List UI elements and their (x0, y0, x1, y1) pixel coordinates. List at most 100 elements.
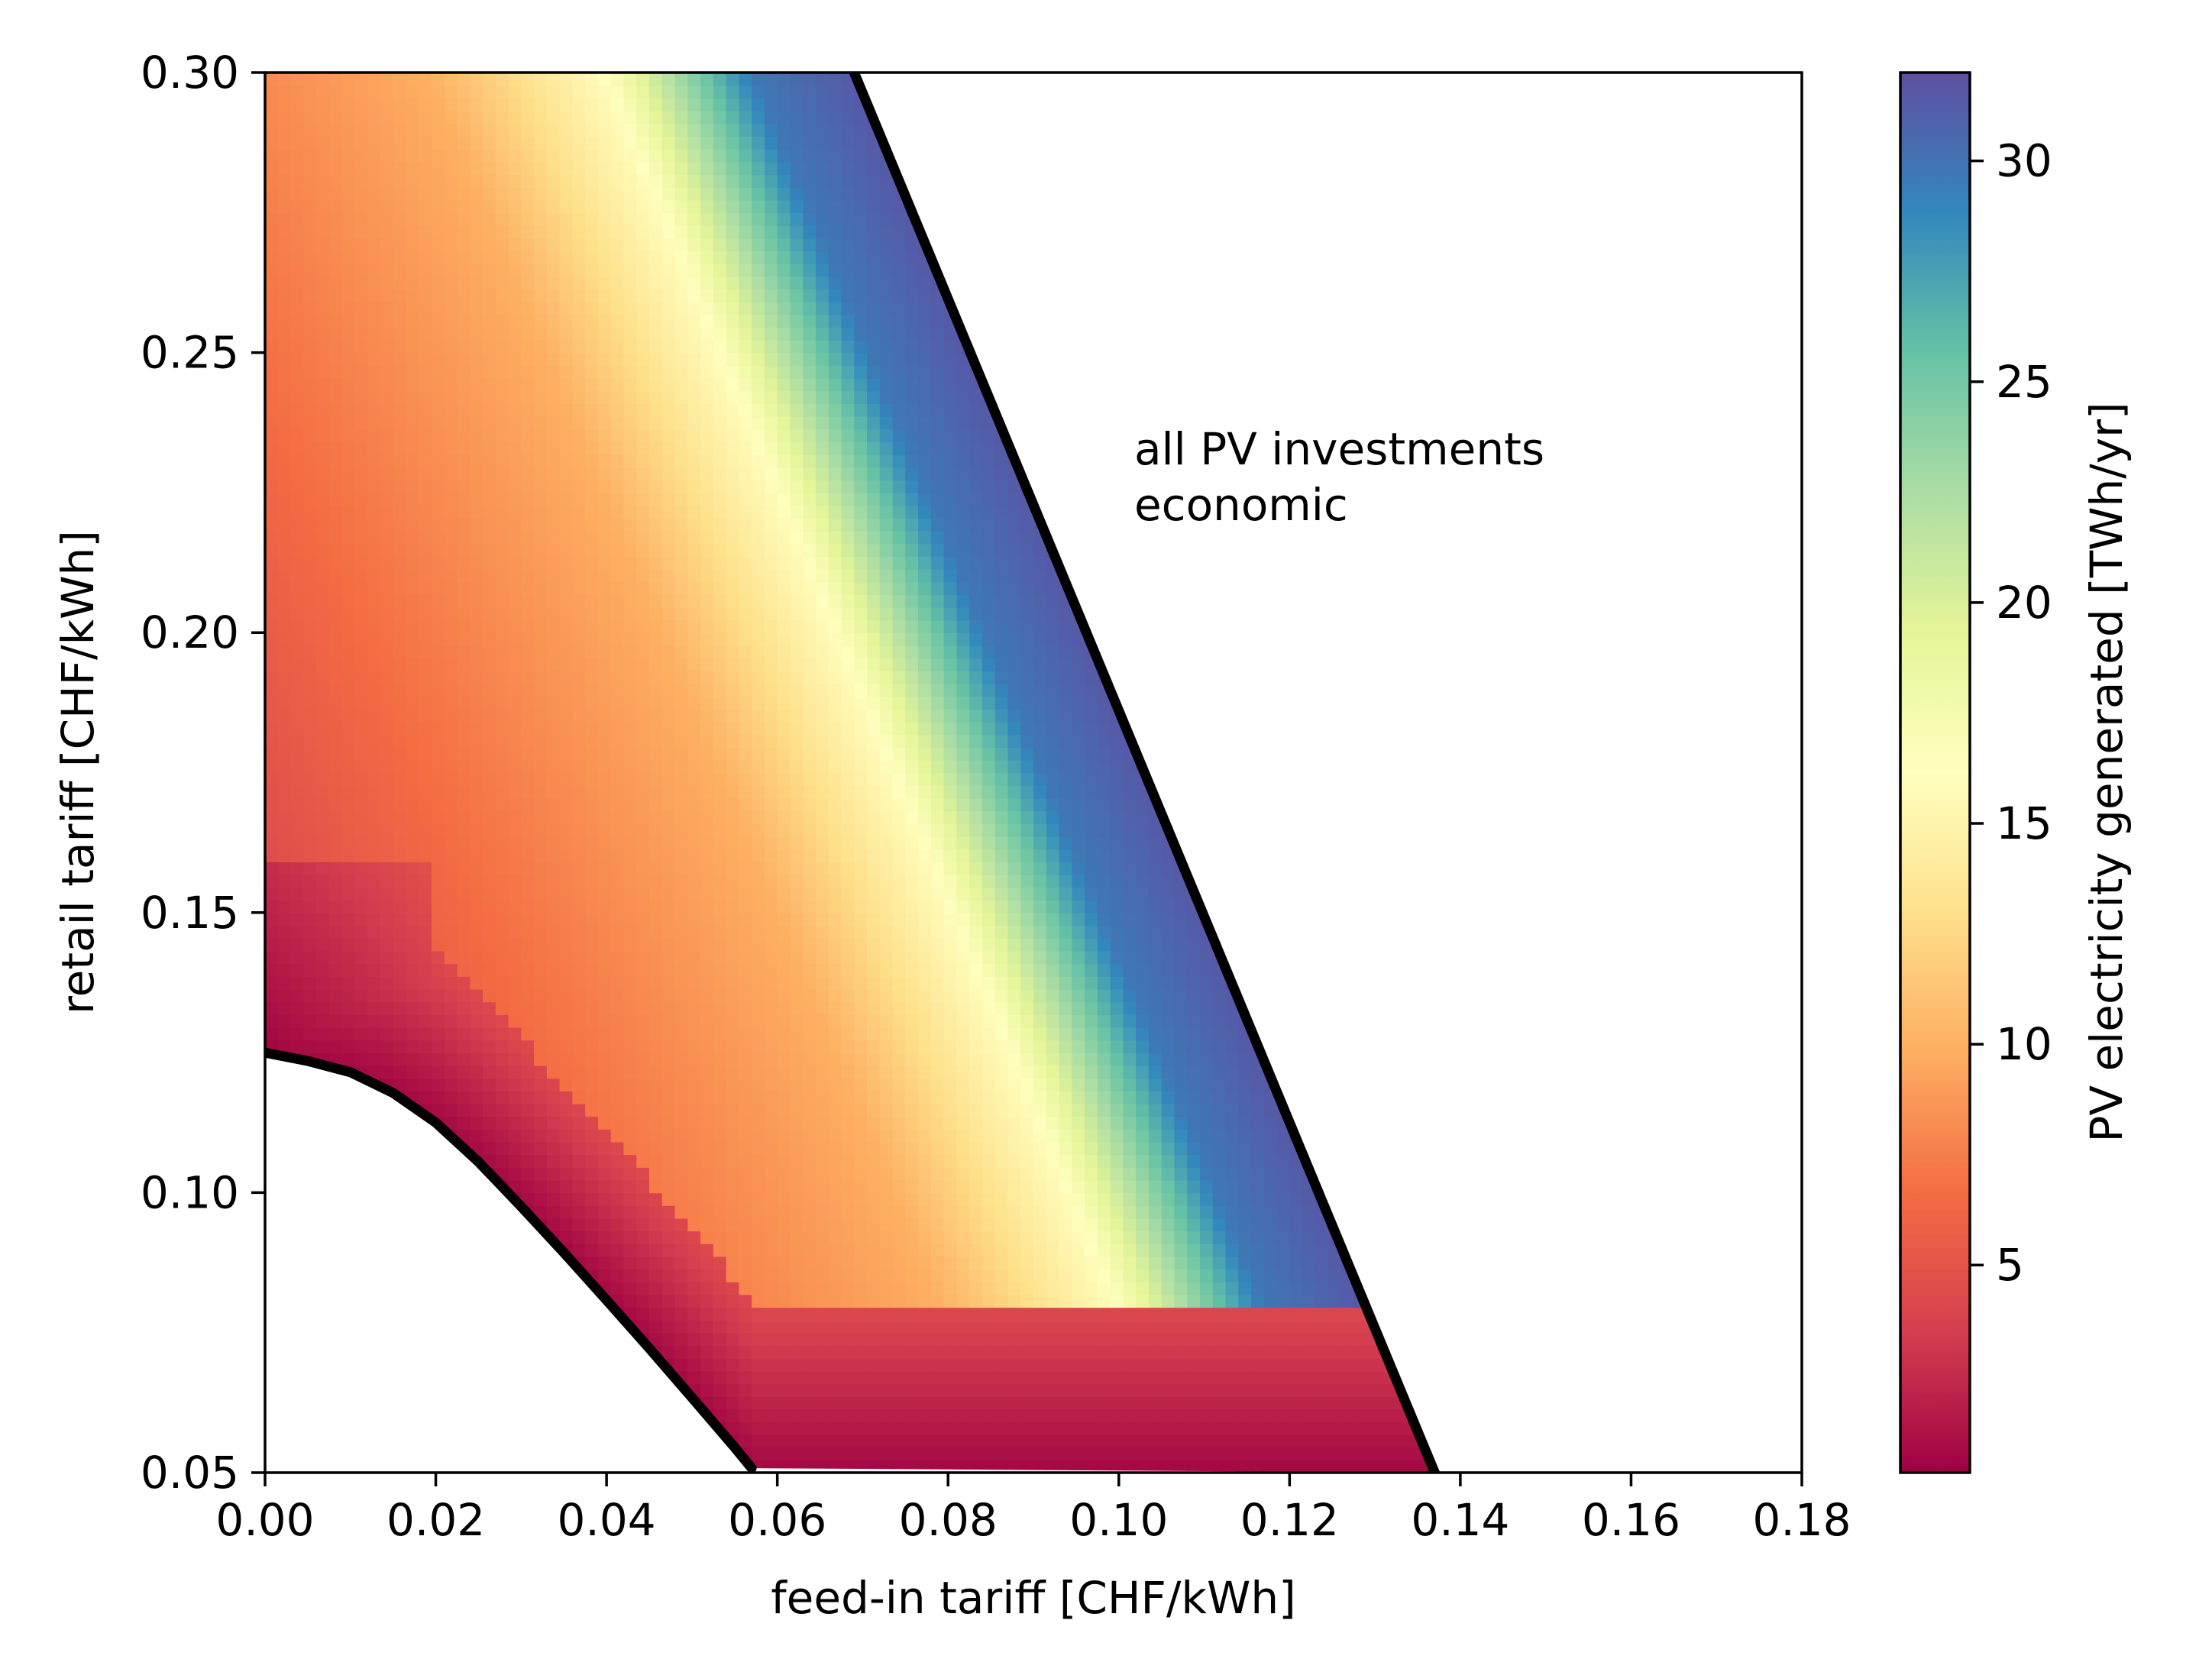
heatmap-cell (994, 950, 1009, 965)
heatmap-cell (1238, 1192, 1252, 1206)
heatmap-cell (290, 1001, 305, 1015)
heatmap-cell (687, 759, 701, 774)
heatmap-cell (444, 1396, 458, 1410)
heatmap-cell (687, 709, 701, 723)
heatmap-cell (713, 1179, 727, 1194)
heatmap-cell (892, 797, 907, 812)
heatmap-cell (1161, 1091, 1176, 1104)
heatmap-cell (867, 823, 881, 837)
heatmap-cell (572, 1192, 586, 1206)
heatmap-cell (367, 900, 381, 914)
heatmap-cell (867, 1116, 881, 1130)
heatmap-cell (726, 1141, 740, 1156)
heatmap-cell (495, 797, 509, 812)
heatmap-cell (854, 696, 868, 710)
heatmap-cell (1033, 1192, 1047, 1206)
heatmap-cell (508, 1167, 522, 1181)
heatmap-cell (1148, 1243, 1163, 1257)
heatmap-cell (521, 862, 535, 875)
heatmap-cell (930, 1383, 945, 1397)
heatmap-cell (419, 963, 432, 977)
heatmap-cell (419, 900, 432, 914)
heatmap-cell (1199, 1320, 1214, 1334)
heatmap-cell (764, 1408, 778, 1423)
heatmap-cell (943, 1332, 958, 1347)
heatmap-cell (610, 1129, 625, 1143)
heatmap-cell (610, 976, 625, 990)
heatmap-cell (905, 862, 919, 875)
heatmap-cell (354, 1307, 368, 1321)
heatmap-cell (1007, 938, 1022, 952)
heatmap-cell (483, 925, 496, 939)
heatmap-cell (623, 759, 638, 774)
heatmap-cell (649, 1116, 663, 1130)
heatmap-cell (713, 1231, 727, 1244)
heatmap-cell (1007, 1192, 1022, 1206)
heatmap-cell (777, 900, 791, 914)
heatmap-cell (841, 963, 855, 977)
heatmap-cell (726, 759, 740, 774)
heatmap-cell (854, 1282, 868, 1295)
heatmap-cell (623, 1091, 638, 1104)
heatmap-cell (981, 963, 996, 977)
heatmap-cell (341, 976, 356, 990)
heatmap-cell (956, 785, 970, 799)
heatmap-cell (969, 862, 983, 875)
heatmap-cell (815, 1103, 830, 1117)
heatmap-cell (1136, 1091, 1150, 1104)
heatmap-cell (854, 1447, 868, 1461)
heatmap-cell (534, 721, 548, 736)
heatmap-cell (777, 772, 791, 786)
heatmap-cell (879, 1256, 894, 1270)
heatmap-cell (1110, 785, 1124, 799)
heatmap-cell (879, 1014, 894, 1028)
heatmap-cell (265, 1179, 279, 1194)
heatmap-cell (1020, 1332, 1034, 1347)
heatmap-cell (803, 1256, 817, 1270)
heatmap-cell (1161, 1383, 1176, 1397)
heatmap-cell (419, 823, 432, 837)
heatmap-cell (521, 1345, 535, 1359)
heatmap-cell (470, 1103, 483, 1117)
heatmap-cell (1097, 759, 1111, 774)
heatmap-cell (930, 1421, 945, 1435)
heatmap-cell (1276, 1294, 1291, 1308)
heatmap-cell (918, 797, 932, 812)
heatmap-cell (483, 874, 496, 888)
heatmap-cell (393, 1065, 407, 1079)
heatmap-cell (981, 1027, 996, 1041)
heatmap-cell (303, 1014, 317, 1028)
heatmap-cell (764, 1320, 778, 1334)
heatmap-cell (1123, 900, 1137, 914)
heatmap-cell (1020, 963, 1034, 977)
heatmap-cell (597, 772, 612, 786)
heatmap-cell (892, 1179, 907, 1194)
heatmap-cell (367, 976, 381, 990)
heatmap-cell (674, 1332, 689, 1347)
heatmap-cell (521, 1103, 535, 1117)
heatmap-cell (610, 1053, 625, 1066)
heatmap-cell (508, 1078, 522, 1091)
heatmap-cell (726, 797, 740, 812)
heatmap-cell (1328, 1307, 1342, 1321)
heatmap-cell (777, 1345, 791, 1359)
heatmap-cell (380, 1294, 394, 1308)
heatmap-cell (380, 785, 394, 799)
heatmap-cell (726, 1001, 740, 1015)
heatmap-cell (1251, 1421, 1265, 1435)
heatmap-cell (521, 1129, 535, 1143)
heatmap-cell (1136, 1205, 1150, 1219)
heatmap-cell (1212, 1179, 1227, 1194)
heatmap-cell (1020, 696, 1034, 710)
heatmap-cell (841, 1396, 855, 1410)
heatmap-cell (367, 797, 381, 812)
heatmap-cell (303, 1179, 317, 1194)
heatmap-cell (764, 1345, 778, 1359)
heatmap-cell (277, 1116, 292, 1130)
heatmap-cell (879, 976, 894, 990)
heatmap-cell (854, 849, 868, 862)
heatmap-cell (943, 1179, 958, 1194)
heatmap-cell (1085, 1014, 1098, 1028)
heatmap-cell (700, 836, 714, 850)
heatmap-cell (406, 1053, 419, 1066)
